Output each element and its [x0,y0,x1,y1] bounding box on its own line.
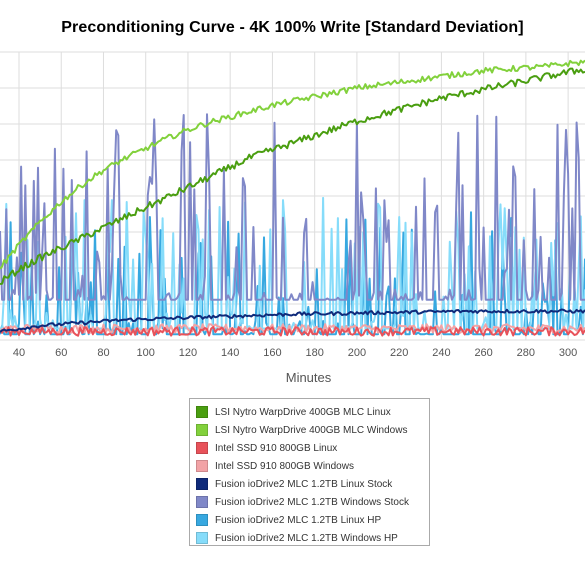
legend-item: Fusion ioDrive2 MLC 1.2TB Windows Stock [196,493,429,511]
x-tick-label: 140 [221,347,239,359]
series-line [0,308,585,333]
x-tick-label: 60 [55,347,67,359]
legend-label: Fusion ioDrive2 MLC 1.2TB Linux Stock [215,478,393,490]
legend-swatch [196,406,208,418]
series-lines [0,59,585,337]
legend-label: Fusion ioDrive2 MLC 1.2TB Linux HP [215,514,382,526]
x-tick-label: 180 [305,347,323,359]
legend-item: Intel SSD 910 800GB Windows [196,457,429,475]
legend-label: Fusion ioDrive2 MLC 1.2TB Windows HP [215,532,398,544]
x-tick-label: 220 [390,347,408,359]
legend-swatch [196,496,208,508]
x-tick-label: 100 [137,347,155,359]
series-line [0,113,585,301]
legend-item: LSI Nytro WarpDrive 400GB MLC Windows [196,421,429,439]
x-tick-label: 300 [559,347,577,359]
x-tick-label: 40 [13,347,25,359]
legend-label: LSI Nytro WarpDrive 400GB MLC Linux [215,406,391,418]
x-tick-label: 260 [474,347,492,359]
x-axis-title: Minutes [285,370,332,385]
legend-label: LSI Nytro WarpDrive 400GB MLC Windows [215,424,408,436]
x-tick-labels: 40 60 80 100 120 140 160 180 200 220 240 260 280 300 [13,347,577,359]
legend-item: Fusion ioDrive2 MLC 1.2TB Linux HP [196,511,429,529]
x-tick-label: 80 [97,347,109,359]
chart-title: Preconditioning Curve - 4K 100% Write [S… [61,19,524,36]
legend-swatch [196,424,208,436]
x-tick-label: 240 [432,347,450,359]
series-line [0,59,585,270]
legend-label: Intel SSD 910 800GB Linux [215,442,338,454]
legend-swatch [196,442,208,454]
legend-item: Intel SSD 910 800GB Linux [196,439,429,457]
x-tick-label: 200 [348,347,366,359]
legend-swatch [196,460,208,472]
legend-label: Intel SSD 910 800GB Windows [215,460,354,472]
legend-item: Fusion ioDrive2 MLC 1.2TB Linux Stock [196,475,429,493]
x-tick-label: 160 [263,347,281,359]
legend-swatch [196,532,208,544]
x-tick-label: 120 [179,347,197,359]
legend-swatch [196,478,208,490]
legend-swatch [196,514,208,526]
legend-label: Fusion ioDrive2 MLC 1.2TB Windows Stock [215,496,409,508]
series-line [0,326,585,337]
legend: LSI Nytro WarpDrive 400GB MLC Linux LSI N… [189,398,430,546]
legend-item: Fusion ioDrive2 MLC 1.2TB Windows HP [196,529,429,547]
series-line [0,67,585,285]
x-tick-label: 280 [517,347,535,359]
legend-item: LSI Nytro WarpDrive 400GB MLC Linux [196,403,429,421]
